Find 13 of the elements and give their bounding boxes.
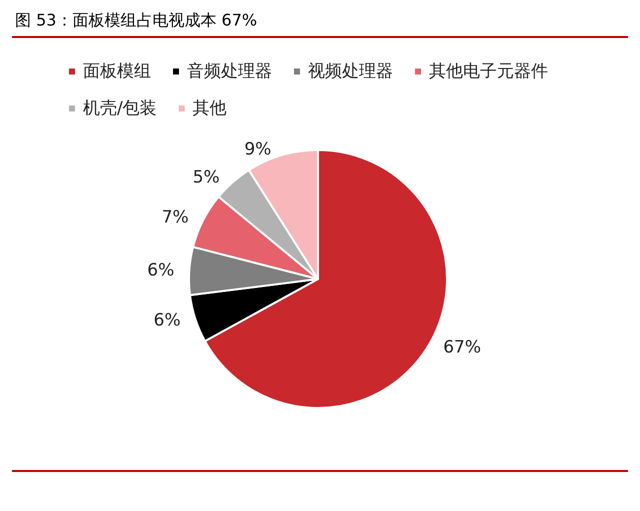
legend-label: 机壳/包装	[83, 98, 157, 118]
data-label: 67%	[443, 338, 481, 358]
legend-label: 视频处理器	[308, 62, 393, 82]
data-label: 6%	[147, 260, 174, 281]
legend-label: 面板模组	[83, 62, 151, 82]
data-label: 5%	[192, 168, 220, 188]
legend-label: 音频处理器	[187, 62, 272, 82]
data-label: 9%	[244, 139, 272, 160]
data-label: 6%	[154, 310, 181, 331]
chart-title: 图 53：面板模组占电视成本 67%	[15, 10, 258, 30]
legend-label: 其他电子元器件	[429, 62, 548, 82]
legend-label: 其他	[192, 98, 227, 118]
data-label: 7%	[162, 208, 189, 228]
